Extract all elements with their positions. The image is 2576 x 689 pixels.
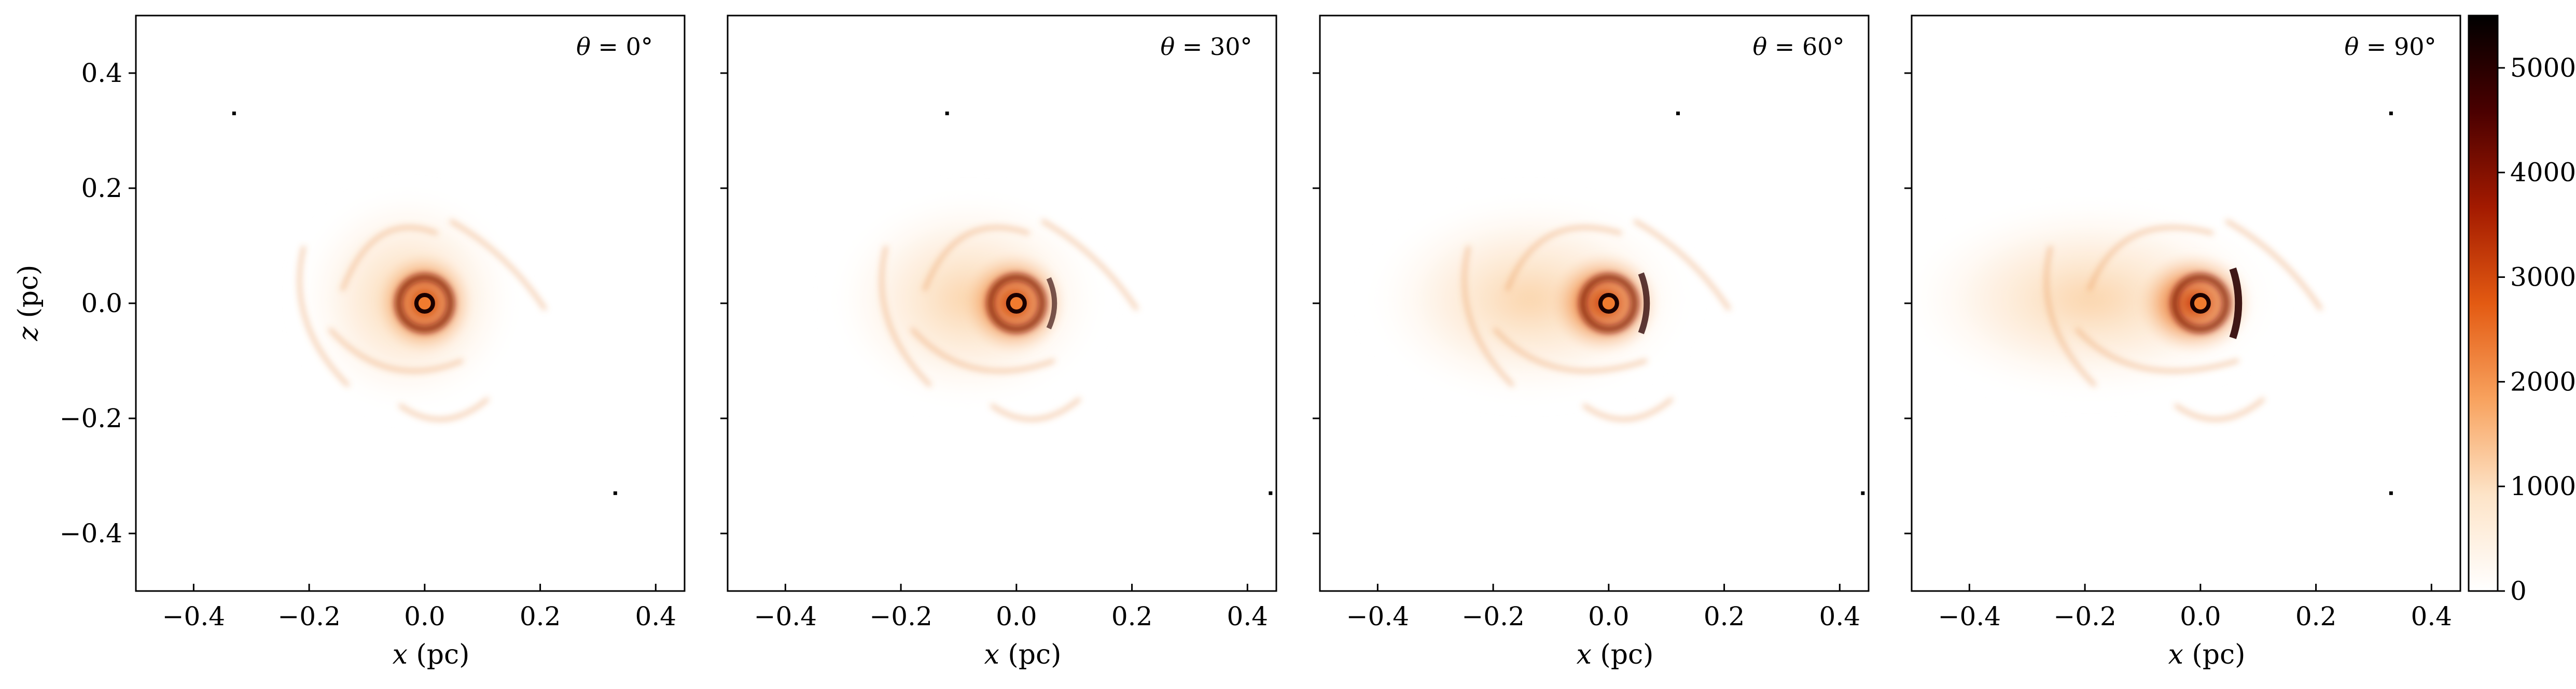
theta-label: θ = 30° [1160,33,1252,61]
density-map [136,16,685,591]
panel-theta-0: −0.4 −0.2 0.0 0.2 0.4 0.4 0.2 0.0 −0.2 −0.4 x (pc)… [60,15,686,670]
colorbar-tick-label: 5000 [2510,53,2576,83]
x-tick-label: 0.4 [635,601,677,631]
panel-theta-30: −0.4 −0.2 0.0 0.2 0.4 x (pc) θ = 30° [720,15,1277,670]
position-marker-2 [613,491,617,495]
y-tick-label: 0.4 [81,58,122,88]
colorbar-tick-label: 3000 [2510,262,2576,292]
position-marker-2 [1269,491,1273,495]
central-source [1006,293,1027,314]
position-marker-2 [2389,491,2393,495]
y-tick-label: −0.2 [60,403,122,433]
filaments [1463,219,1731,421]
x-tick-label: −0.4 [1938,601,2001,631]
panels: −0.4 −0.2 0.0 0.2 0.4 0.4 0.2 0.0 −0.2 −0.4 x (pc)… [60,15,2461,670]
x-tick-label: 0.0 [404,601,445,631]
central-source [1598,293,1619,314]
panel-theta-90: −0.4 −0.2 0.0 0.2 0.4 x (pc) θ = 90° [1904,15,2461,670]
x-tick-label: 0.2 [1704,601,1745,631]
shell-ring [395,273,454,333]
position-marker-1 [2389,111,2393,116]
x-axis-label: x (pc) [2168,639,2246,670]
x-tick-label: −0.4 [754,601,817,631]
y-tick-label: 0.2 [81,173,122,203]
y-tick-label: 0.0 [81,288,122,318]
central-source [2190,293,2211,314]
colorbar-tick-label: 4000 [2510,158,2576,188]
filaments [2044,219,2323,421]
y-axis-label-var: z [13,326,44,341]
colorbar-tick-label: 0 [2510,576,2527,606]
density-map [1912,16,2460,591]
x-tick-label: 0.4 [1819,601,1861,631]
density-map [728,16,1276,591]
colorbar-gradient [2468,15,2499,592]
filaments [880,219,1139,421]
shell-ring [986,273,1046,333]
colorbar: 0 1000 2000 3000 4000 5000 [2468,15,2576,606]
shock-front [1046,277,1057,330]
position-marker-2 [1861,491,1865,495]
central-source [414,293,435,314]
shell-ring [2170,273,2230,333]
x-tick-label: −0.2 [277,601,340,631]
shell-ring [1579,273,1638,333]
y-axis-label: z (pc) [13,265,44,342]
x-axis-label: x (pc) [1577,639,1654,670]
x-tick-label: −0.2 [2053,601,2116,631]
x-tick-label: 0.4 [2411,601,2453,631]
x-tick-label: 0.0 [1588,601,1630,631]
panel-theta-60: −0.4 −0.2 0.0 0.2 0.4 x (pc) θ = 60° [1313,15,1870,670]
x-tick-label: 0.2 [520,601,561,631]
position-marker-1 [1676,111,1680,116]
colorbar-tick-label: 1000 [2510,471,2576,501]
y-tick-label: −0.4 [60,518,122,549]
x-tick-label: −0.2 [869,601,932,631]
filaments [298,219,547,421]
x-tick-label: 0.4 [1227,601,1269,631]
theta-label: θ = 0° [576,33,653,61]
density-map [1320,16,1869,591]
x-axis-label: x (pc) [393,639,470,670]
x-tick-label: 0.0 [996,601,1037,631]
x-tick-label: 0.2 [2295,601,2337,631]
shock-front [1638,272,1650,334]
x-tick-label: −0.4 [1346,601,1409,631]
position-marker-1 [945,111,949,116]
x-tick-label: −0.2 [1461,601,1524,631]
colorbar-tick-label: 2000 [2510,367,2576,397]
shock-front [2229,267,2243,340]
x-axis-label: x (pc) [984,639,1062,670]
theta-label: θ = 60° [1752,33,1844,61]
x-tick-label: −0.4 [162,601,225,631]
position-marker-1 [232,111,236,116]
x-tick-label: 0.0 [2180,601,2221,631]
theta-label: θ = 90° [2344,33,2436,61]
x-tick-label: 0.2 [1111,601,1153,631]
y-axis-label-unit: (pc) [13,265,44,327]
